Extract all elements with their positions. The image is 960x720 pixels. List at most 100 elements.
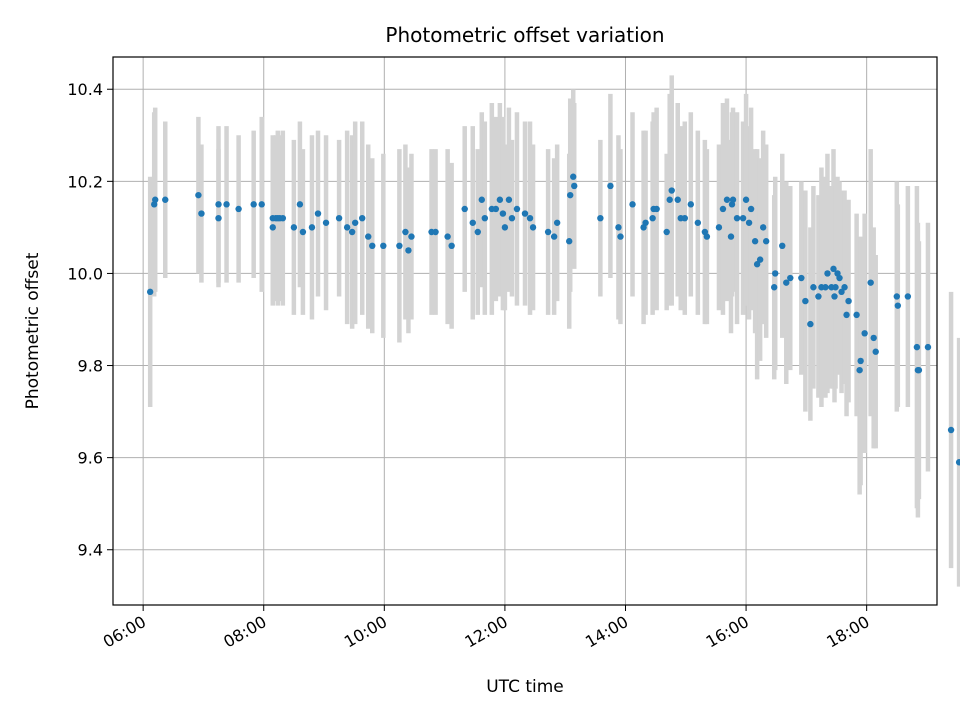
data-point (841, 284, 848, 291)
data-points (146, 173, 960, 466)
data-point (215, 201, 222, 208)
data-point (396, 242, 403, 250)
data-point (448, 242, 455, 250)
data-point (544, 228, 552, 236)
data-point (894, 302, 902, 309)
data-point (861, 330, 868, 337)
data-point (335, 214, 343, 222)
data-point (526, 214, 534, 222)
data-point (872, 348, 879, 355)
data-point (296, 201, 304, 208)
data-point (322, 219, 330, 226)
data-point (279, 214, 287, 222)
data-point (772, 270, 779, 277)
data-point (146, 288, 154, 296)
data-point (529, 224, 537, 231)
data-point (756, 256, 764, 263)
data-point (444, 233, 451, 240)
data-point (915, 366, 923, 374)
data-point (666, 196, 673, 203)
y-axis-ticks: 9.4 9.6 9.8 10.0 10.2 10.4 (67, 80, 113, 560)
data-point (681, 214, 688, 222)
data-point (402, 228, 409, 236)
x-tick-label: 14:00 (582, 612, 631, 652)
data-point (290, 224, 298, 231)
data-point (830, 265, 837, 273)
x-tick-label: 12:00 (461, 612, 510, 652)
data-point (668, 187, 675, 194)
data-point (719, 205, 727, 213)
data-point (727, 233, 735, 240)
data-point (152, 196, 159, 203)
data-point (566, 238, 573, 245)
data-point (405, 247, 412, 254)
data-point (843, 311, 850, 319)
data-point (258, 201, 265, 208)
data-point (198, 210, 205, 217)
data-point (550, 233, 558, 240)
data-point (553, 219, 561, 226)
data-point (824, 270, 831, 277)
data-point (478, 196, 485, 203)
data-point (853, 311, 860, 319)
data-point (359, 214, 366, 222)
data-point (729, 196, 737, 203)
x-tick-label: 06:00 (100, 612, 149, 652)
data-point (343, 224, 351, 231)
data-point (845, 297, 852, 305)
data-point (314, 210, 322, 217)
data-point (250, 201, 257, 208)
data-point (798, 274, 805, 282)
data-point (783, 279, 790, 286)
data-point (751, 238, 759, 245)
data-point (779, 242, 786, 250)
x-tick-label: 08:00 (220, 612, 269, 652)
data-point (838, 288, 845, 296)
data-point (348, 228, 356, 236)
data-point (499, 210, 507, 217)
data-point (597, 214, 604, 222)
data-point (723, 196, 731, 203)
data-point (235, 205, 242, 213)
data-point (369, 242, 376, 250)
data-point (771, 284, 778, 291)
data-point (269, 224, 276, 231)
data-point (856, 366, 863, 374)
data-point (567, 191, 574, 199)
error-bars (147, 75, 960, 587)
data-point (739, 214, 747, 222)
x-tick-label: 18:00 (823, 612, 872, 652)
data-point (481, 214, 489, 222)
data-point (308, 224, 316, 231)
data-point (461, 205, 468, 213)
x-tick-label: 16:00 (703, 612, 752, 652)
data-point (870, 334, 877, 342)
x-axis-label: UTC time (486, 677, 564, 697)
data-point (747, 205, 755, 213)
data-point (570, 173, 577, 180)
data-point (195, 191, 202, 199)
data-point (742, 196, 750, 203)
data-point (822, 284, 829, 291)
data-point (694, 219, 702, 226)
y-tick-label: 10.0 (67, 264, 103, 283)
data-point (501, 224, 509, 231)
data-point (893, 293, 901, 300)
data-point (469, 219, 476, 226)
data-point (762, 238, 770, 245)
data-point (571, 182, 578, 190)
data-point (162, 196, 169, 203)
data-point (505, 196, 513, 203)
data-point (832, 284, 839, 291)
data-point (663, 228, 670, 236)
y-tick-label: 9.8 (78, 357, 103, 376)
y-tick-label: 10.4 (67, 80, 103, 99)
data-point (432, 228, 439, 236)
data-point (733, 214, 741, 222)
data-point (759, 224, 767, 231)
data-point (649, 214, 656, 222)
y-axis-label: Photometric offset (23, 252, 43, 409)
data-point (810, 284, 817, 291)
data-point (703, 233, 711, 240)
